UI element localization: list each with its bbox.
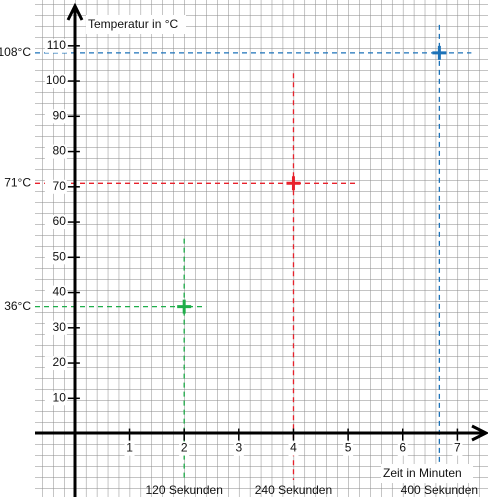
- x-tick-label: 6: [399, 441, 406, 455]
- x-value-label: 120 Sekunden: [145, 483, 222, 497]
- x-tick-label: 1: [126, 441, 133, 455]
- label-bg: [397, 441, 408, 456]
- label-bg: [44, 356, 67, 371]
- y-tick-label: 40: [53, 285, 67, 299]
- x-tick-label: 4: [290, 441, 297, 455]
- label-bg: [381, 464, 473, 483]
- point-marker: [286, 176, 301, 191]
- label-bg: [86, 15, 186, 34]
- y-tick-label: 10: [53, 390, 67, 404]
- x-value-label: 400 Sekunden: [401, 483, 478, 497]
- label-bg: [44, 74, 67, 89]
- y-tick-label: 110: [47, 38, 66, 52]
- y-tick-label: 30: [53, 320, 67, 334]
- label-bg: [44, 38, 67, 53]
- x-axis-label: Zeit in Minuten: [383, 466, 462, 480]
- label-bg: [44, 320, 67, 335]
- x-tick-label: 7: [454, 441, 461, 455]
- label-bg: [124, 441, 135, 456]
- y-value-label: 71°C: [4, 175, 31, 189]
- x-tick-label: 5: [345, 441, 352, 455]
- y-axis-arrow: [66, 2, 84, 21]
- y-tick-label: 100: [46, 73, 66, 87]
- label-bg: [44, 391, 67, 406]
- y-tick-label: 90: [53, 108, 67, 122]
- grid-background: [35, 0, 488, 497]
- y-tick-label: 20: [53, 355, 67, 369]
- y-tick-label: 50: [53, 249, 67, 263]
- point-marker: [432, 45, 447, 60]
- label-bg: [288, 441, 299, 456]
- y-tick-label: 60: [53, 214, 67, 228]
- label-bg: [44, 109, 67, 124]
- y-value-label: 108°C: [0, 45, 31, 59]
- label-bg: [44, 250, 67, 265]
- label-bg: [44, 215, 67, 230]
- y-tick-label: 80: [53, 144, 67, 158]
- label-bg: [44, 144, 67, 159]
- x-tick-label: 2: [181, 441, 188, 455]
- label-bg: [343, 441, 354, 456]
- label-bg: [44, 179, 67, 194]
- point-marker: [177, 299, 192, 314]
- label-bg: [233, 441, 244, 456]
- x-value-label: 240 Sekunden: [255, 483, 332, 497]
- label-bg: [452, 441, 463, 456]
- label-bg: [44, 285, 67, 300]
- x-tick-label: 3: [235, 441, 242, 455]
- x-axis-arrow: [471, 424, 488, 442]
- y-tick-label: 70: [53, 179, 67, 193]
- label-bg: [179, 441, 190, 456]
- y-axis-label: Temperatur in °C: [88, 17, 178, 31]
- y-value-label: 36°C: [4, 299, 31, 313]
